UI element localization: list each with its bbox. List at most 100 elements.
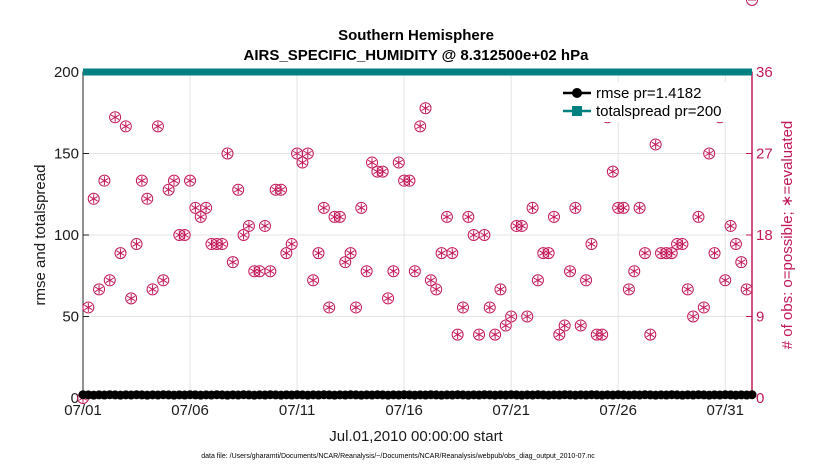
obs-evaluated-point (453, 330, 462, 340)
obs-evaluated-point (132, 239, 141, 249)
x-tick-label: 07/26 (599, 402, 637, 419)
obs-possible-point (494, 283, 507, 296)
obs-possible-point (285, 238, 298, 251)
obs-evaluated-point (164, 185, 173, 195)
obs-evaluated-point (389, 266, 398, 276)
y-tick-label: 100 (54, 227, 79, 244)
obs-possible-point (403, 174, 416, 187)
obs-evaluated-point (335, 212, 345, 222)
obs-possible-point (681, 283, 694, 296)
obs-evaluated-point (84, 302, 93, 312)
obs-evaluated-point (624, 284, 634, 294)
obs-possible-point (114, 247, 127, 260)
obs-possible-point (569, 201, 582, 214)
obs-possible-point (564, 265, 577, 278)
obs-possible-point (232, 183, 245, 196)
obs-possible-point (526, 201, 539, 214)
y2-tick-label: 27 (756, 146, 773, 163)
obs-possible-point (649, 138, 662, 151)
obs-evaluated-point (191, 203, 200, 213)
obs-possible-point (98, 174, 111, 187)
obs-possible-point (580, 274, 593, 287)
obs-evaluated-point (442, 212, 452, 222)
obs-possible-point (478, 229, 491, 241)
obs-evaluated-point (726, 221, 735, 231)
obs-possible-point (221, 147, 234, 160)
obs-evaluated-point (351, 302, 361, 312)
y2-axis-label: # of obs: o=possible; ∗=evaluated (779, 121, 796, 350)
obs-evaluated-point (416, 121, 425, 131)
obs-possible-point (638, 247, 651, 260)
obs-evaluated-point (303, 149, 312, 158)
obs-evaluated-point (555, 330, 564, 340)
legend-marker-totalspread (572, 106, 582, 116)
obs-possible-point (280, 247, 293, 260)
obs-evaluated-point (699, 302, 708, 312)
obs-possible-point (531, 274, 544, 287)
obs-evaluated-point (325, 302, 334, 312)
obs-possible-point (87, 192, 100, 205)
obs-possible-point (317, 201, 330, 214)
y-tick-label: 0 (71, 390, 79, 407)
obs-evaluated-point (581, 275, 591, 285)
y-axis-left: 0 50 100 150 200 (54, 64, 89, 407)
obs-evaluated-point (469, 230, 478, 240)
x-tick-label: 07/06 (171, 402, 209, 419)
obs-possible-point (644, 328, 657, 341)
obs-evaluated-point (678, 239, 687, 249)
obs-evaluated-point (234, 185, 243, 195)
obs-possible-point (462, 210, 475, 223)
obs-possible-point (93, 283, 106, 296)
obs-possible-point (387, 265, 400, 278)
obs-evaluated-point (533, 275, 543, 285)
obs-evaluated-point (405, 176, 414, 186)
obs-possible-point (719, 274, 732, 287)
obs-evaluated-point (410, 266, 419, 276)
obs-possible-point (456, 301, 469, 314)
legend-label-rmse: rmse pr=1.4182 (596, 85, 701, 102)
legend: rmse pr=1.4182 totalspread pr=200 (560, 82, 750, 122)
obs-possible-point (473, 328, 486, 341)
obs-possible-point (178, 229, 191, 241)
obs-evaluated-point (244, 221, 254, 231)
obs-evaluated-point (432, 284, 441, 294)
obs-possible-point (360, 265, 373, 278)
obs-evaluated-point (597, 330, 607, 340)
obs-possible-point (547, 210, 560, 223)
obs-possible-point (489, 328, 502, 341)
obs-evaluated-point (737, 257, 746, 267)
obs-possible-point (130, 238, 143, 251)
obs-evaluated-point (260, 221, 270, 231)
obs-possible-point (553, 328, 566, 341)
obs-evaluated-point (426, 275, 436, 285)
obs-evaluated-point (105, 275, 114, 285)
rmse-point (747, 390, 757, 400)
footnote: data file: /Users/gharamti/Documents/NCA… (201, 453, 595, 460)
obs-evaluated-point (137, 176, 147, 186)
obs-possible-point (558, 319, 571, 332)
obs-possible-point (424, 274, 437, 287)
obs-evaluated-point (651, 139, 660, 149)
obs-evaluated-point (490, 330, 500, 340)
y-tick-label: 50 (62, 309, 79, 326)
obs-possible-point (676, 238, 689, 251)
obs-possible-point (194, 210, 207, 223)
obs-evaluated-point (630, 266, 639, 276)
obs-possible-point (430, 283, 443, 296)
obs-evaluated-point (282, 248, 291, 258)
obs-evaluated-point (383, 293, 393, 303)
obs-evaluated-point (635, 203, 644, 213)
obs-evaluated-point (308, 275, 318, 285)
obs-possible-point (665, 247, 678, 260)
y-axis-right: 0 9 18 27 36 (746, 64, 773, 407)
obs-evaluated-point (571, 203, 580, 213)
obs-possible-point (451, 328, 464, 341)
obs-possible-point (499, 319, 512, 332)
obs-possible-point (162, 183, 175, 196)
y2-tick-label: 9 (756, 309, 764, 326)
obs-possible-point (301, 147, 314, 160)
obs-evaluated-point (287, 239, 296, 249)
obs-evaluated-point (94, 284, 104, 294)
obs-possible-point (708, 247, 721, 260)
